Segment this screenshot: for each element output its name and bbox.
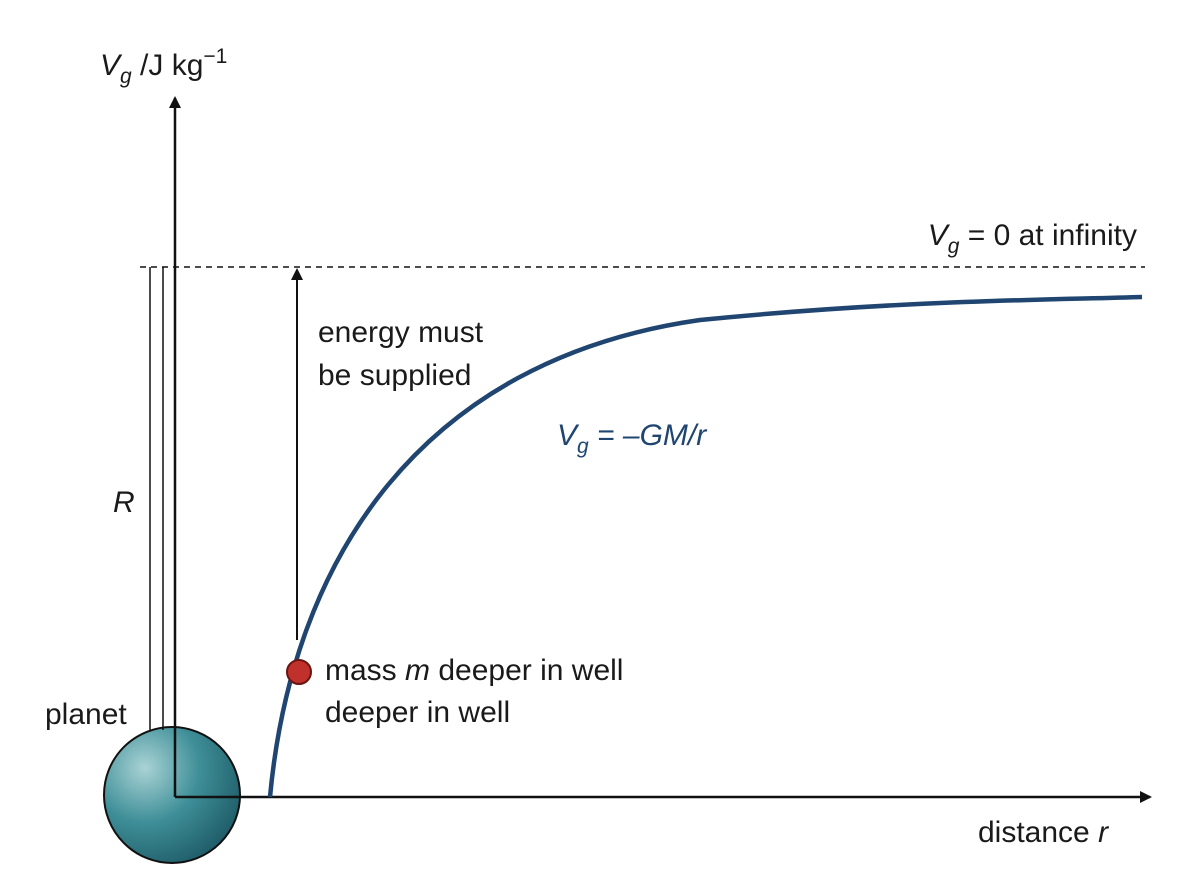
- symbol: V: [100, 49, 123, 82]
- zero-label: Vg = 0 at infinity: [928, 219, 1137, 258]
- x-axis-label: distance r: [978, 816, 1109, 849]
- y-axis-label: Vg /J kg−1: [100, 45, 227, 88]
- mass-label: mass m deeper in well: [325, 654, 623, 687]
- superscript: −1: [203, 45, 227, 68]
- symbol: V: [928, 219, 951, 252]
- text: mass: [325, 654, 405, 687]
- text: = –GM/r: [589, 419, 708, 452]
- planet: [103, 726, 241, 864]
- energy-label: be supplied: [318, 359, 471, 392]
- text: = 0 at infinity: [959, 219, 1137, 252]
- text: deeper in well: [430, 654, 623, 687]
- mass: [286, 659, 312, 685]
- potential-curve: [267, 294, 1143, 798]
- subscript: g: [120, 65, 132, 88]
- radius-label: R: [113, 486, 135, 519]
- planet-label: planet: [45, 698, 127, 731]
- energy-label: energy must: [318, 316, 484, 349]
- subscript: g: [948, 235, 960, 258]
- unit: /J kg: [132, 49, 204, 82]
- subscript: g: [577, 435, 589, 458]
- text: distance: [978, 816, 1098, 849]
- symbol: m: [405, 654, 430, 687]
- symbol: V: [557, 419, 580, 452]
- mass-label: deeper in well: [325, 696, 510, 729]
- curve-label: Vg = –GM/r: [557, 419, 707, 458]
- symbol: r: [1098, 816, 1109, 849]
